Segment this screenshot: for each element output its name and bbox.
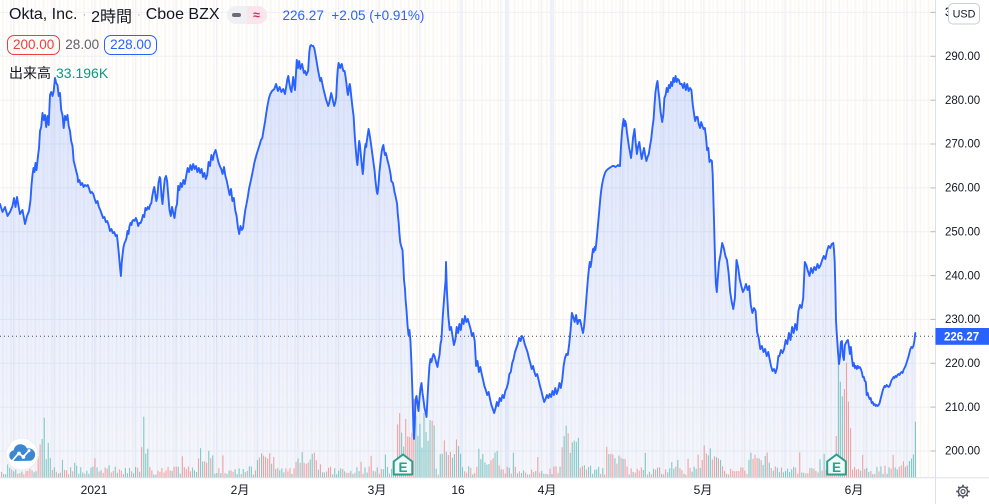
svg-text:240.00: 240.00 xyxy=(945,270,980,282)
svg-text:230.00: 230.00 xyxy=(945,314,980,326)
svg-text:270.00: 270.00 xyxy=(945,139,980,151)
svg-text:226.27: 226.27 xyxy=(944,332,979,344)
svg-text:200.00: 200.00 xyxy=(945,446,980,458)
svg-text:250.00: 250.00 xyxy=(945,226,980,238)
svg-text:260.00: 260.00 xyxy=(945,183,980,195)
svg-text:4月: 4月 xyxy=(538,483,557,497)
svg-text:220.00: 220.00 xyxy=(945,358,980,370)
svg-text:3月: 3月 xyxy=(368,483,387,497)
svg-text:280.00: 280.00 xyxy=(945,95,980,107)
svg-text:210.00: 210.00 xyxy=(945,402,980,414)
svg-text:6月: 6月 xyxy=(845,483,864,497)
svg-text:2月: 2月 xyxy=(231,483,250,497)
svg-text:2021: 2021 xyxy=(81,483,108,497)
svg-text:E: E xyxy=(832,460,841,475)
svg-text:5月: 5月 xyxy=(694,483,713,497)
svg-text:16: 16 xyxy=(451,483,465,497)
svg-text:USD: USD xyxy=(953,9,976,21)
svg-text:290.00: 290.00 xyxy=(945,51,980,63)
svg-text:E: E xyxy=(398,460,407,475)
